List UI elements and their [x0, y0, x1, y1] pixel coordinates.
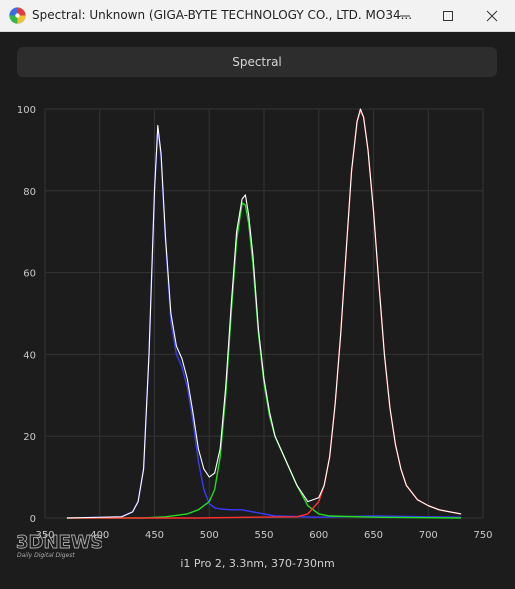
x-axis-label: i1 Pro 2, 3.3nm, 370-730nm — [180, 557, 335, 570]
series-line-1 — [66, 202, 462, 519]
y-tick-label: 60 — [23, 269, 36, 280]
spectral-button[interactable]: Spectral — [17, 47, 497, 77]
watermark-tagline: Daily Digital Digest — [17, 552, 75, 559]
x-tick-label: 650 — [364, 530, 383, 541]
app-spectrum-icon — [9, 7, 26, 24]
series-line-3 — [66, 108, 462, 519]
x-tick-label: 600 — [309, 530, 328, 541]
watermark-logo: 3DNEWS Daily Digital Digest — [14, 529, 105, 565]
y-tick-label: 20 — [23, 432, 36, 443]
x-tick-label: 450 — [145, 530, 164, 541]
y-tick-label: 100 — [17, 105, 36, 116]
x-tick-label: 350 — [35, 530, 54, 541]
minimize-button[interactable] — [383, 0, 427, 31]
x-tick-label: 700 — [419, 530, 438, 541]
close-icon — [486, 10, 498, 22]
x-tick-label: 750 — [473, 530, 492, 541]
x-tick-label: 550 — [254, 530, 273, 541]
main-content: Spectral 0 20 40 60 80 100 350 400 450 500 550 600 6… — [0, 32, 515, 589]
x-tick-label: 500 — [200, 530, 219, 541]
y-tick-label: 80 — [23, 187, 36, 198]
y-tick-label: 40 — [23, 350, 36, 361]
watermark-brand: 3DNEWS — [16, 532, 102, 553]
window-title: Spectral: Unknown (GIGA-BYTE TECHNOLOGY … — [32, 8, 413, 22]
maximize-button[interactable] — [426, 0, 470, 31]
close-button[interactable] — [470, 0, 514, 31]
y-tick-label: 0 — [30, 514, 36, 525]
x-tick-label: 400 — [90, 530, 109, 541]
minimize-icon — [400, 15, 410, 17]
spectral-chart: 0 20 40 60 80 100 350 400 450 500 550 600 650 700 750 — [17, 105, 493, 541]
maximize-icon — [443, 11, 453, 21]
title-bar: Spectral: Unknown (GIGA-BYTE TECHNOLOGY … — [0, 0, 515, 32]
